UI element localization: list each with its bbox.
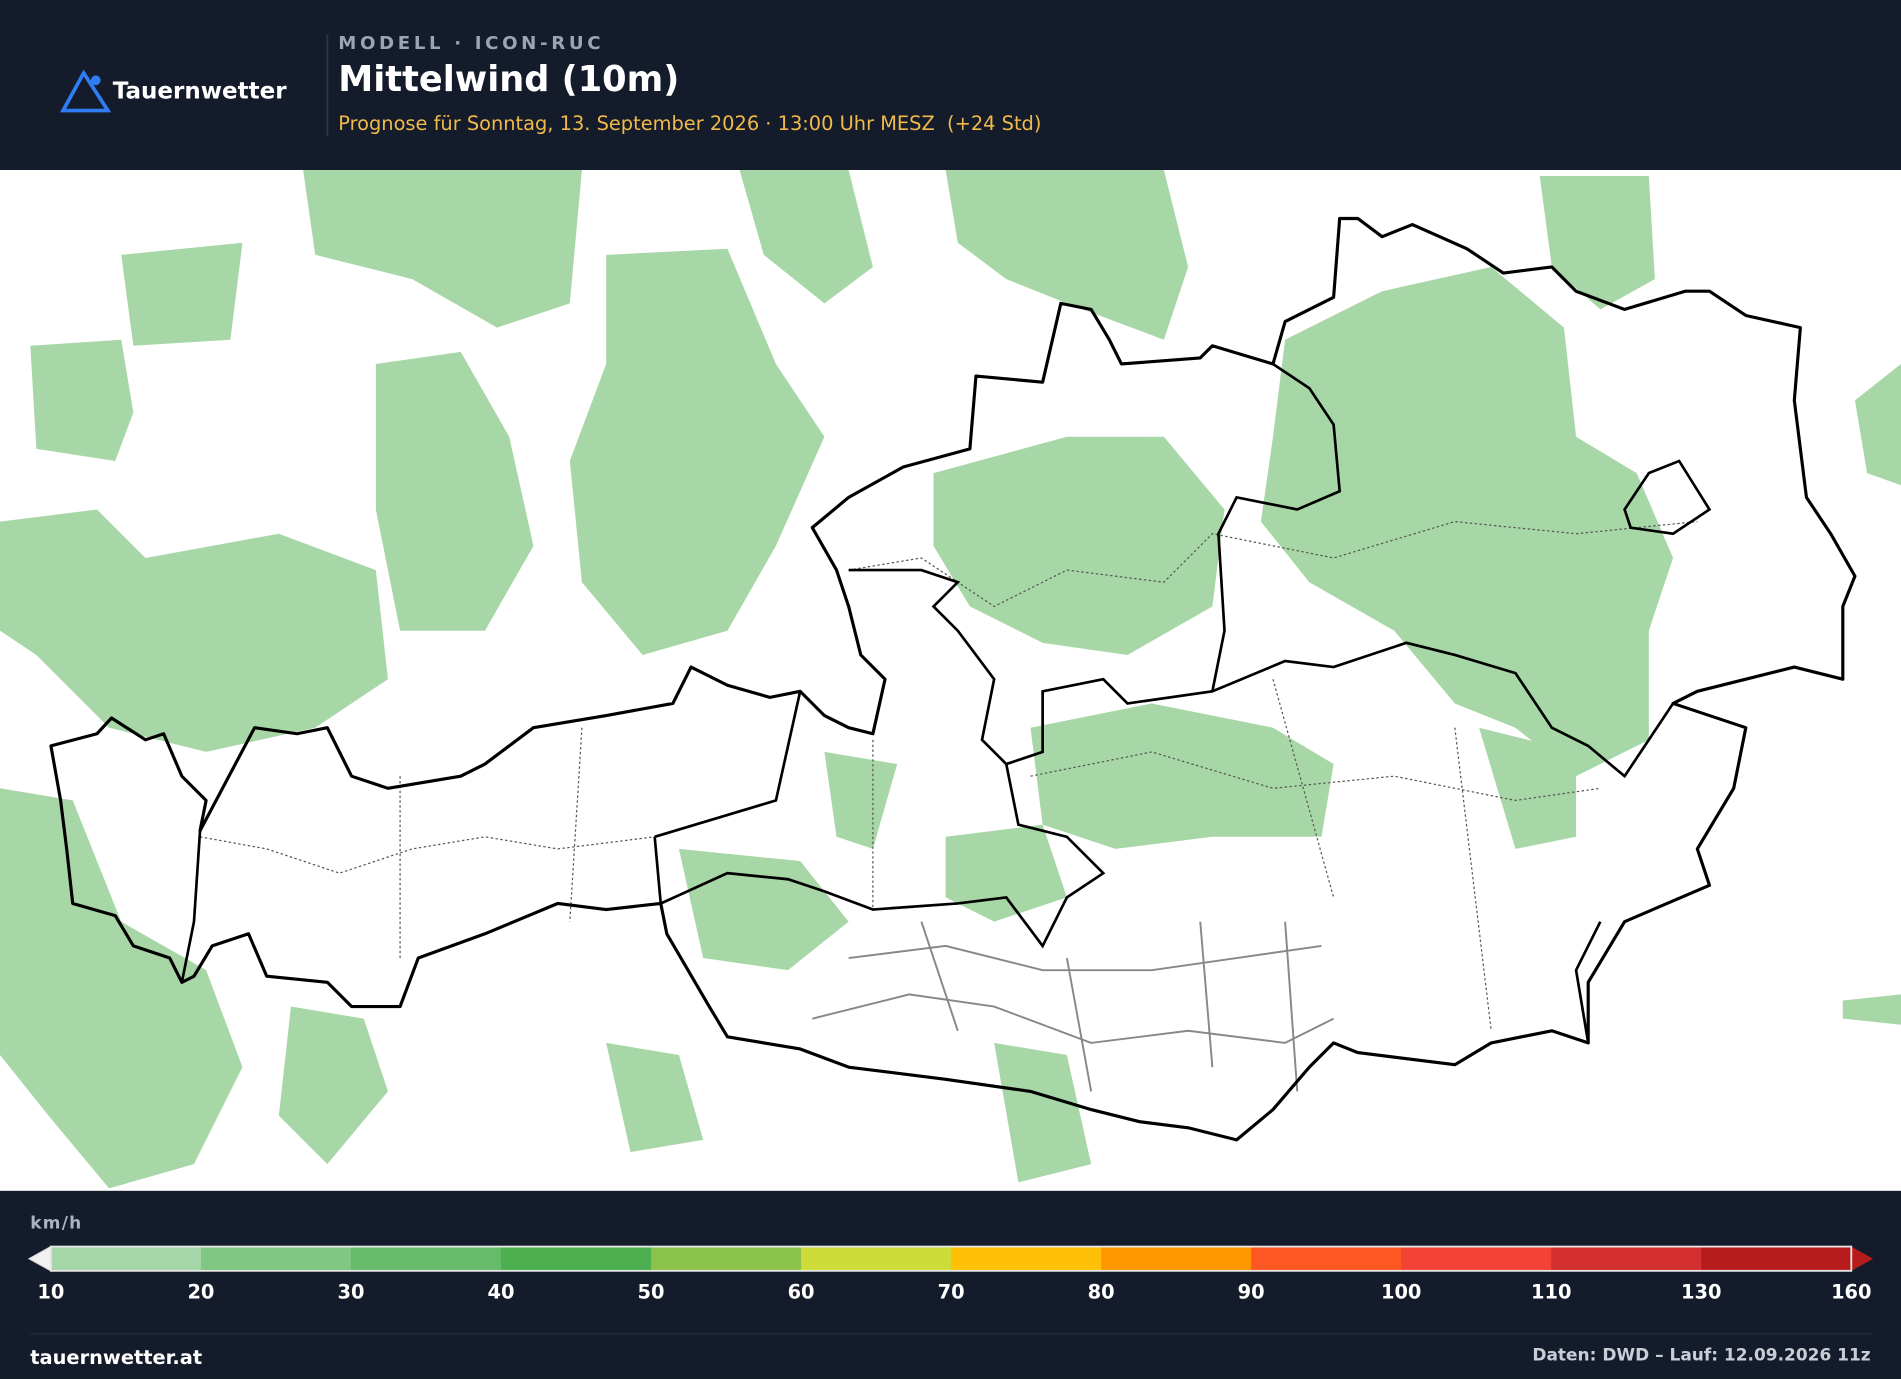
carinthia-borders (812, 921, 1335, 1092)
legend: km/h 10 20 30 40 50 60 70 80 90 100 110 130 160 (27, 1213, 1874, 1304)
legend-swatch (1701, 1246, 1852, 1271)
footer-source: Daten: DWD – Lauf: 12.09.2026 11z (1532, 1346, 1870, 1366)
legend-swatch (1401, 1246, 1552, 1271)
legend-swatch (1101, 1246, 1252, 1271)
header: Tauernwetter MODELL · ICON-RUC Mittelwin… (59, 33, 1041, 137)
subtitle: Prognose für Sonntag, 13. September 2026… (338, 112, 1041, 135)
legend-tick-label: 50 (638, 1281, 665, 1304)
legend-tick-label: 160 (1831, 1281, 1871, 1304)
legend-tick-label: 110 (1531, 1281, 1571, 1304)
legend-tick-label: 40 (488, 1281, 515, 1304)
state-borders (180, 362, 1712, 1044)
legend-tick-label: 30 (337, 1281, 364, 1304)
legend-swatch (200, 1246, 352, 1271)
legend-swatch (501, 1246, 652, 1271)
title: Mittelwind (10m) (338, 59, 679, 100)
legend-tick-label: 10 (37, 1281, 64, 1304)
legend-tick-label: 70 (938, 1281, 965, 1304)
map (0, 169, 1901, 1191)
footer-site: tauernwetter.at (30, 1346, 202, 1369)
legend-swatch (951, 1246, 1102, 1271)
wind-field (0, 169, 1901, 1189)
logo-dot (90, 75, 101, 86)
legend-unit: km/h (30, 1213, 82, 1233)
legend-swatch (1251, 1246, 1402, 1271)
legend-over (1851, 1246, 1874, 1271)
model: MODELL · ICON-RUC (338, 33, 604, 54)
legend-tick-label: 60 (788, 1281, 815, 1304)
legend-swatch (1551, 1246, 1702, 1271)
legend-swatch (350, 1246, 502, 1271)
legend-tick-label: 90 (1238, 1281, 1265, 1304)
legend-frame (50, 1245, 1853, 1272)
legend-swatch (801, 1246, 952, 1271)
brand: Tauernwetter (113, 78, 287, 104)
legend-swatch (651, 1246, 802, 1271)
country-border (49, 216, 1857, 1142)
legend-swatch (50, 1246, 202, 1271)
legend-tick-label: 80 (1088, 1281, 1115, 1304)
legend-tick-label: 130 (1681, 1281, 1721, 1304)
legend-tick-label: 100 (1381, 1281, 1421, 1304)
logo-icon (59, 69, 112, 113)
legend-tick-label: 20 (187, 1281, 214, 1304)
